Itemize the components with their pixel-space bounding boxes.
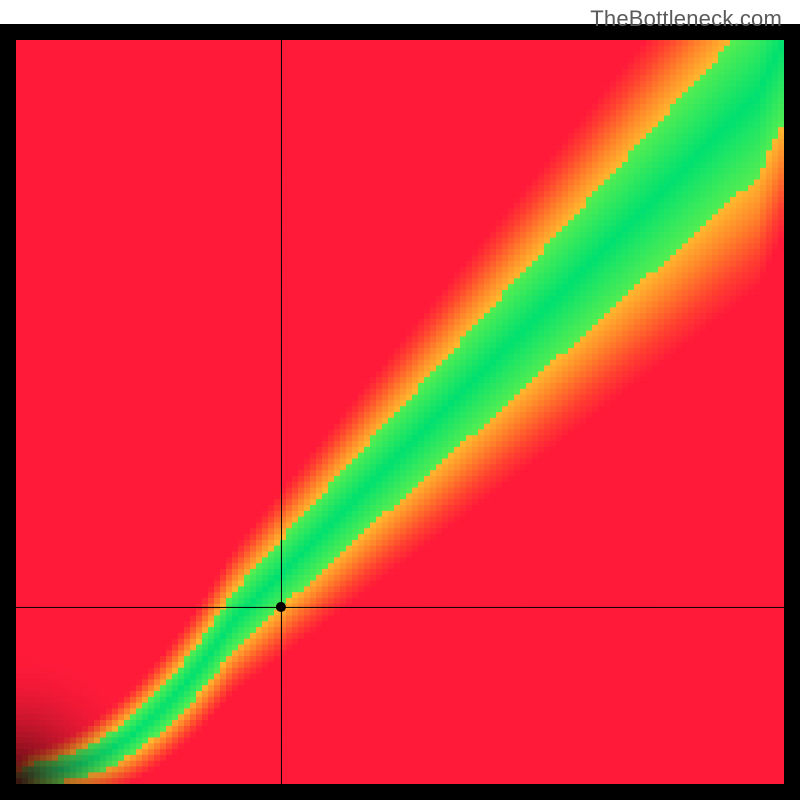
watermark-text: TheBottleneck.com (590, 6, 782, 32)
chart-container: TheBottleneck.com (0, 0, 800, 800)
heatmap-canvas-wrap (0, 0, 800, 800)
bottleneck-heatmap (0, 0, 800, 800)
